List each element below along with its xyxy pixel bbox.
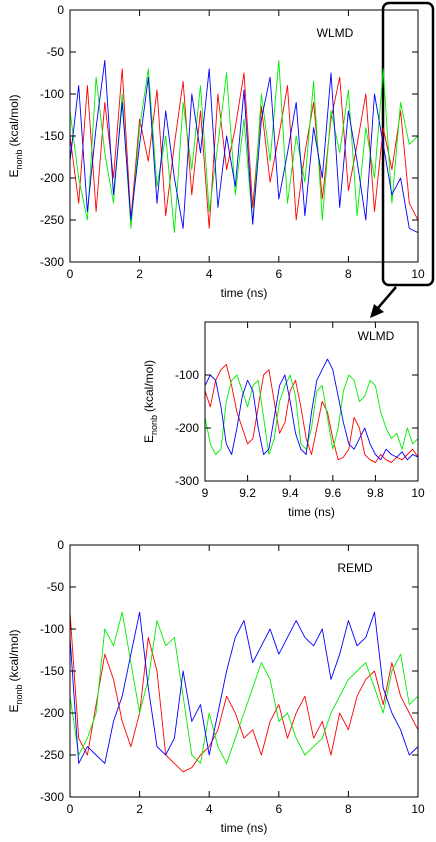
x-tick-label: 9.6 — [324, 486, 341, 500]
x-tick-label: 2 — [136, 802, 143, 816]
y-axis-label-sub: nonb — [14, 149, 24, 169]
x-tick-label: 2 — [136, 267, 143, 281]
y-tick-label: -100 — [40, 87, 64, 101]
x-tick-label: 9.4 — [282, 486, 299, 500]
x-tick-label: 4 — [206, 267, 213, 281]
x-tick-label: 6 — [275, 802, 282, 816]
y-tick-label: -100 — [40, 622, 64, 636]
y-tick-label: -150 — [40, 129, 64, 143]
data-line — [70, 612, 418, 773]
plot-frame — [69, 9, 419, 263]
plot-area — [70, 611, 418, 773]
x-tick-label: 9.2 — [239, 486, 256, 500]
y-tick-label: -300 — [175, 474, 199, 488]
y-axis-label-main: E — [7, 170, 21, 178]
x-tick-label: 8 — [345, 802, 352, 816]
y-axis-label-unit: (kcal/mol) — [7, 629, 21, 681]
plot-area — [205, 358, 418, 463]
x-tick-label: 9 — [202, 486, 209, 500]
data-line — [70, 59, 418, 234]
annotation: WLMD — [358, 329, 395, 343]
x-tick-label: 10 — [411, 486, 425, 500]
annotation: REMD — [337, 561, 373, 575]
data-line — [70, 611, 418, 764]
x-tick-label: 0 — [67, 267, 74, 281]
y-axis-label-main: E — [7, 705, 21, 713]
y-tick-label: -200 — [40, 171, 64, 185]
plot-frame — [69, 544, 419, 798]
y-tick-label: -300 — [40, 255, 64, 269]
y-tick-label: -50 — [47, 45, 65, 59]
data-line — [70, 59, 418, 234]
data-line — [205, 358, 418, 461]
y-tick-label: -250 — [40, 748, 64, 762]
y-tick-label: 0 — [57, 538, 64, 552]
y-tick-label: -200 — [40, 706, 64, 720]
y-axis-label-main: E — [142, 435, 156, 443]
plot-area — [70, 59, 418, 234]
y-tick-label: -150 — [40, 664, 64, 678]
data-line — [70, 611, 418, 764]
x-axis-label: time (ns) — [221, 286, 268, 300]
y-tick-label: 0 — [57, 3, 64, 17]
data-line — [205, 374, 418, 455]
x-tick-label: 0 — [67, 802, 74, 816]
zoom-arrowhead — [370, 304, 384, 318]
y-axis-label-unit: (kcal/mol) — [142, 360, 156, 412]
x-tick-label: 4 — [206, 802, 213, 816]
zoom-arrow — [377, 286, 397, 309]
x-axis-label: time (ns) — [288, 505, 335, 519]
y-axis-label: Enonb (kcal/mol) — [7, 629, 24, 712]
x-tick-label: 9.8 — [367, 486, 384, 500]
data-line — [70, 68, 418, 229]
y-tick-label: -300 — [40, 790, 64, 804]
y-tick-label: -200 — [175, 421, 199, 435]
x-tick-label: 6 — [275, 267, 282, 281]
y-axis-label-unit: (kcal/mol) — [7, 94, 21, 146]
y-tick-label: -100 — [175, 368, 199, 382]
annotation: WLMD — [317, 26, 354, 40]
plot-frame — [204, 321, 419, 482]
x-tick-label: 10 — [411, 267, 425, 281]
y-axis-label-sub: nonb — [14, 684, 24, 704]
zoom-box — [381, 1, 435, 287]
y-axis-label: Enonb (kcal/mol) — [7, 94, 24, 177]
y-axis-label-sub: nonb — [149, 415, 159, 435]
x-axis-label: time (ns) — [221, 821, 268, 835]
y-tick-label: -250 — [40, 213, 64, 227]
x-tick-label: 8 — [345, 267, 352, 281]
y-axis-label: Enonb (kcal/mol) — [142, 360, 159, 443]
y-tick-label: -50 — [47, 580, 65, 594]
x-tick-label: 10 — [411, 802, 425, 816]
